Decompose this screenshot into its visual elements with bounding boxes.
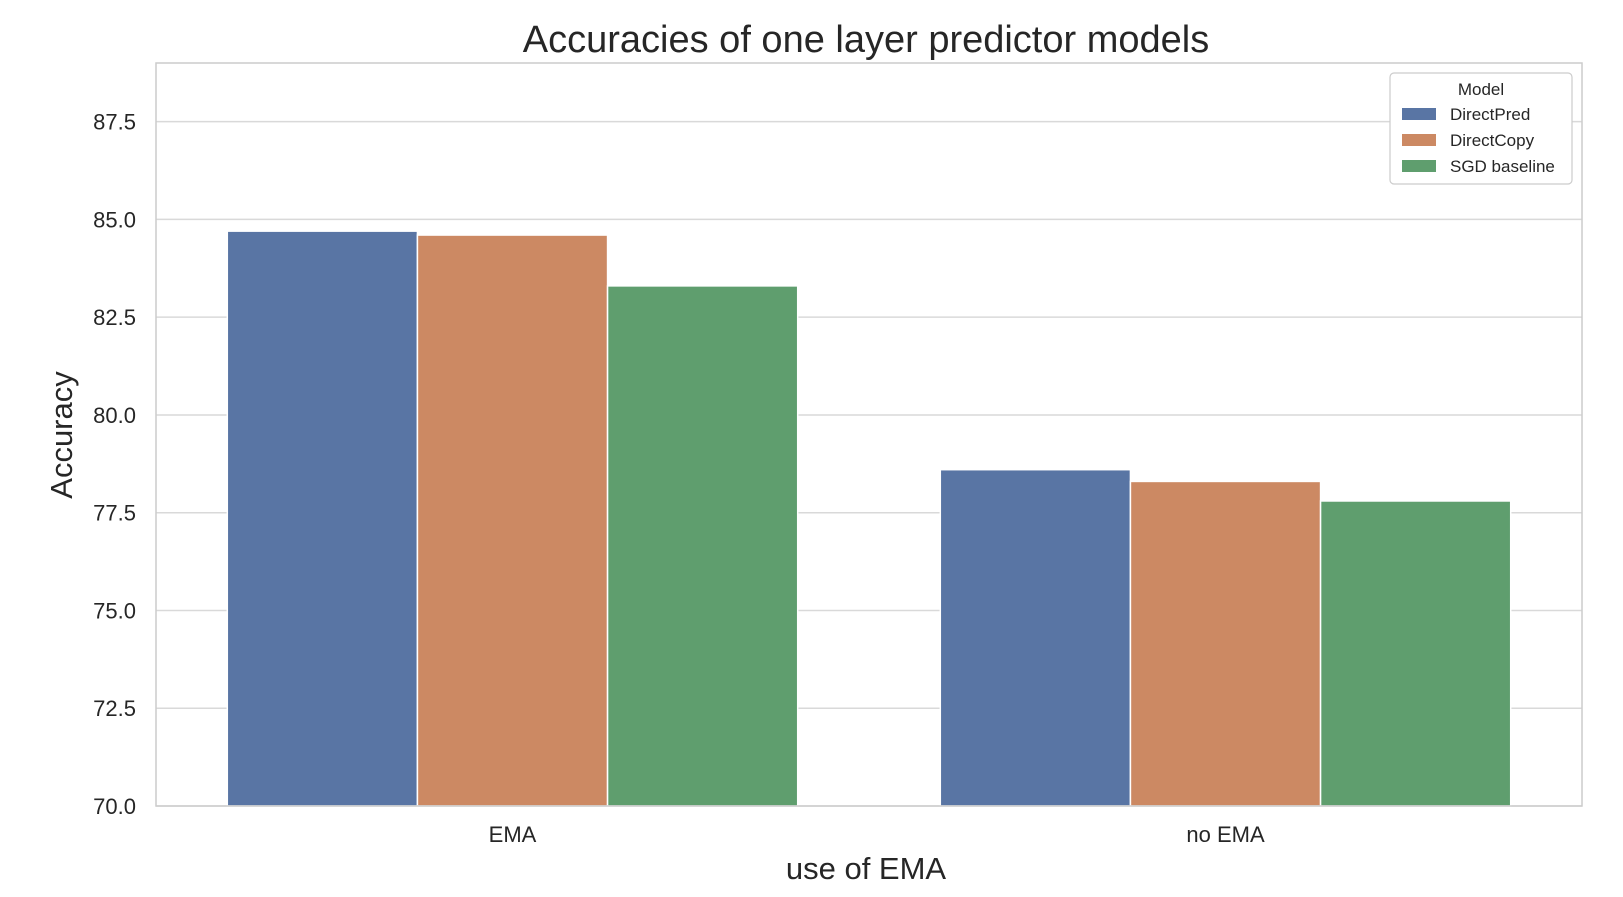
legend-entry: DirectCopy: [1450, 131, 1535, 150]
legend-entry: SGD baseline: [1450, 157, 1555, 176]
bar-directpred-ema: [226, 230, 419, 807]
legend-box: [1389, 72, 1573, 185]
legend: Model DirectPred DirectCopy SGD baseline: [1389, 72, 1573, 185]
plot-frame: [155, 62, 1583, 807]
x-tick-label: EMA: [489, 822, 537, 847]
y-tick-labels: 70.0 72.5 75.0 77.5 80.0 82.5 85.0 87.5: [93, 110, 136, 819]
x-tick-label: no EMA: [1186, 822, 1265, 847]
y-tick-label: 85.0: [93, 207, 136, 232]
y-axis-label: Accuracy: [44, 371, 79, 499]
y-tick-label: 87.5: [93, 110, 136, 135]
legend-entry: DirectPred: [1450, 105, 1530, 124]
y-tick-label: 82.5: [93, 305, 136, 330]
x-axis-label: use of EMA: [786, 851, 947, 886]
y-tick-label: 77.5: [93, 501, 136, 526]
bar-directpred-no-ema: [939, 468, 1132, 807]
legend-swatch: [1402, 160, 1436, 172]
chart-title: Accuracies of one layer predictor models: [523, 19, 1209, 61]
y-tick-label: 72.5: [93, 696, 136, 721]
x-tick-labels: EMA no EMA: [489, 822, 1265, 847]
bar-sgd-baseline-ema: [606, 285, 799, 807]
y-tick-label: 80.0: [93, 403, 136, 428]
legend-title: Model: [1458, 80, 1504, 99]
bars: [226, 230, 1512, 807]
y-tick-label: 75.0: [93, 598, 136, 623]
legend-swatch: [1402, 108, 1436, 120]
legend-swatch: [1402, 134, 1436, 146]
bar-sgd-baseline-no-ema: [1319, 500, 1512, 807]
bar-directcopy-no-ema: [1129, 480, 1322, 807]
y-tick-label: 70.0: [93, 794, 136, 819]
bar-directcopy-ema: [416, 234, 609, 807]
